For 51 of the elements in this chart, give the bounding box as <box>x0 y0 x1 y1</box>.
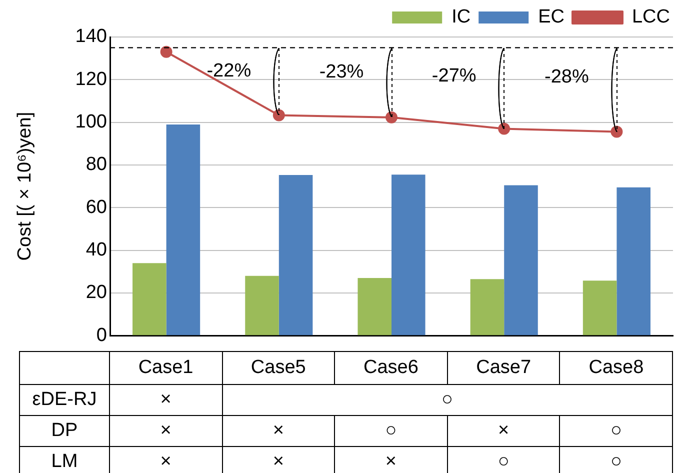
bar <box>616 187 650 336</box>
x-tick-label: Case8 <box>559 351 673 385</box>
text: ○ <box>559 415 673 447</box>
text: × <box>222 446 336 473</box>
text: ○ <box>446 446 560 473</box>
x-tick-label: Case5 <box>222 351 336 385</box>
bar <box>278 174 313 336</box>
text: LM <box>19 446 110 473</box>
x-tick-label: Case6 <box>334 351 448 385</box>
text: ○ <box>559 446 673 473</box>
bar <box>166 124 200 336</box>
y-tick-label: 20 <box>86 282 107 304</box>
y-tick-label: 0 <box>96 324 107 346</box>
point <box>610 126 623 138</box>
legend-label: IC <box>452 6 471 28</box>
legend-label: LCC <box>632 6 670 28</box>
point <box>498 122 510 135</box>
annotation: -28% <box>544 66 589 88</box>
y-tick-label: 80 <box>86 154 107 176</box>
text: × <box>446 415 560 447</box>
bar <box>358 278 392 336</box>
y-tick-label: 120 <box>75 68 107 90</box>
annotation: -27% <box>432 65 476 86</box>
point <box>272 109 285 122</box>
text: × <box>222 415 336 447</box>
y-axis-title: Cost [( × 10⁶)yen] <box>14 112 36 261</box>
y-tick-label: 40 <box>86 240 107 261</box>
text: ○ <box>334 415 448 447</box>
bar <box>132 263 166 336</box>
x-tick-label: Case7 <box>446 351 560 385</box>
text: εDE-RJ <box>19 384 110 416</box>
y-tick-label: 60 <box>86 196 107 218</box>
y-tick-label: 140 <box>75 26 107 48</box>
text: × <box>334 446 448 473</box>
bar <box>470 279 504 336</box>
text: × <box>109 415 223 447</box>
legend-label: EC <box>538 6 565 28</box>
bar <box>582 280 617 336</box>
bar <box>504 185 538 336</box>
text: ○ <box>222 384 673 416</box>
annotation: -22% <box>206 60 252 82</box>
text: DP <box>19 415 110 447</box>
bar <box>392 174 426 336</box>
bar <box>245 276 279 336</box>
text: × <box>109 384 223 416</box>
point <box>160 46 172 58</box>
annotation: -23% <box>319 61 364 82</box>
x-tick-label: Case1 <box>109 351 223 385</box>
point <box>386 111 398 124</box>
text: × <box>109 446 223 473</box>
y-tick-label: 100 <box>75 112 107 133</box>
